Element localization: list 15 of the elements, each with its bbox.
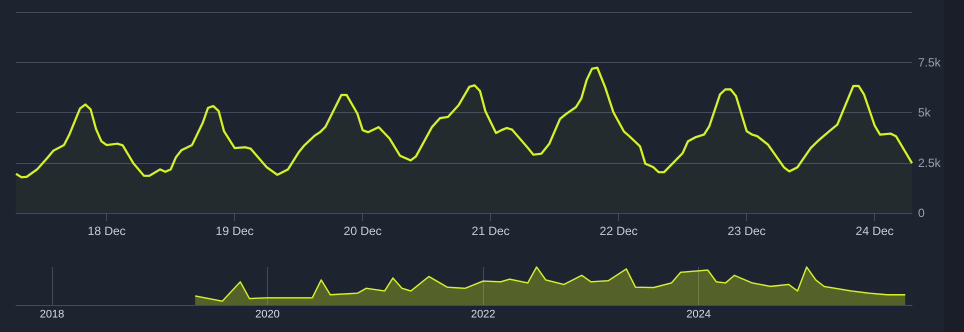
x-tick-label: 22 Dec [600, 224, 638, 238]
x-tick-label: 18 Dec [88, 224, 126, 238]
y-tick-label: 0 [918, 206, 925, 220]
x-tick-label: 21 Dec [472, 224, 510, 238]
y-tick-label: 7.5k [918, 55, 942, 70]
x-tick-label: 23 Dec [728, 224, 766, 238]
x-tick-label: 24 Dec [856, 224, 894, 238]
y-tick-label: 2.5k [918, 156, 942, 170]
x-tick-label: 2020 [255, 308, 280, 320]
x-tick-label: 2024 [686, 308, 711, 320]
x-tick-label: 19 Dec [216, 224, 254, 238]
x-tick-label: 2022 [470, 308, 496, 320]
x-tick-label: 20 Dec [344, 224, 382, 238]
y-tick-label: 5k [918, 106, 932, 120]
x-tick-label: 2018 [40, 308, 64, 320]
